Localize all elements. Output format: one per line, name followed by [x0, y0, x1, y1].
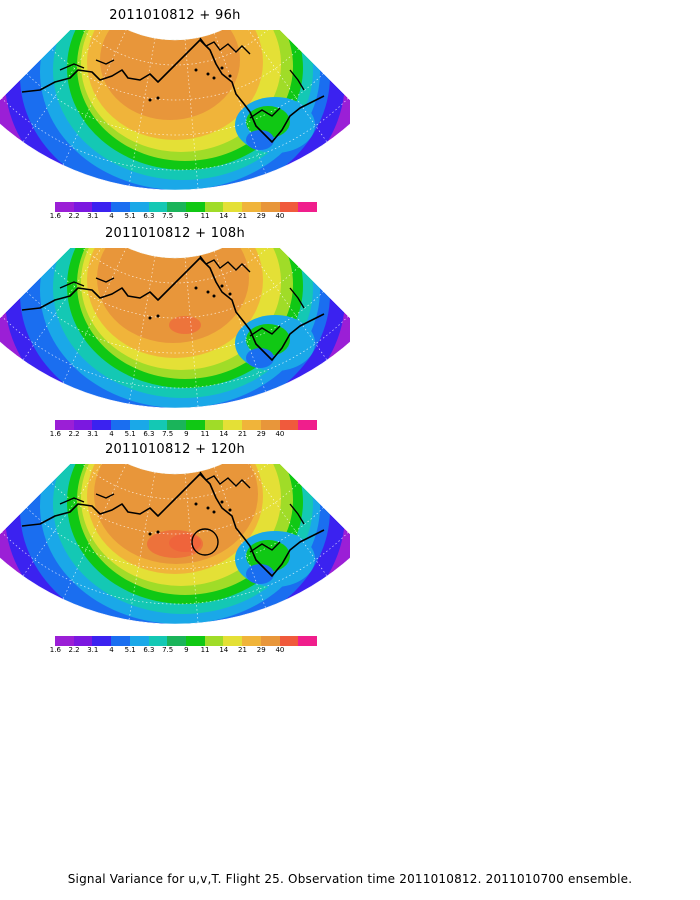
colorbar-tick-label: 9 [184, 646, 189, 654]
colorbar-swatch-4 [129, 420, 149, 430]
colorbar-swatch-7 [186, 202, 205, 212]
colorbar-swatch-13 [298, 420, 318, 430]
colorbar-swatch-0 [55, 420, 74, 430]
colorbar-tick-label: 3.1 [87, 646, 99, 654]
colorbar-swatch-3 [111, 202, 130, 212]
colorbar-tick-label: 14 [219, 212, 229, 220]
colorbar-tick-label: 29 [256, 430, 266, 438]
colorbar-tick-label: 40 [275, 646, 285, 654]
colorbar-tick-label: 1.6 [49, 430, 61, 438]
colorbar-labels: 1.6 2.2 3.1 4 5.1 6.3 7.5 9 11 14 21 29 40 [50, 212, 317, 222]
figure-caption: Signal Variance for u,v,T. Flight 25. Ob… [67, 872, 633, 886]
colorbar-tick-label: 9 [184, 212, 189, 220]
colorbar-swatch-4 [129, 202, 149, 212]
colorbar-tick-label: 1.6 [49, 212, 61, 220]
colorbar-tick-label: 4 [109, 212, 114, 220]
colorbar [55, 202, 318, 212]
colorbar-swatch-5 [148, 420, 168, 430]
colorbar-swatch-10 [242, 202, 261, 212]
variance-map [0, 30, 350, 191]
colorbar-swatch-3 [111, 420, 130, 430]
colorbar-tick-label: 6.3 [143, 430, 155, 438]
colorbar-swatch-11 [260, 420, 280, 430]
colorbar-tick-label: 5.1 [124, 430, 136, 438]
colorbar-tick-label: 6.3 [143, 646, 155, 654]
colorbar-tick-label: 14 [219, 430, 229, 438]
colorbar-tick-label: 14 [219, 646, 229, 654]
colorbar-tick-label: 5.1 [124, 212, 136, 220]
colorbar [55, 636, 318, 646]
colorbar [55, 420, 318, 430]
colorbar-tick-label: 40 [275, 212, 285, 220]
colorbar-swatch-2 [92, 420, 112, 430]
colorbar-tick-label: 2.2 [68, 430, 80, 438]
colorbar-swatch-11 [260, 636, 280, 646]
variance-map [0, 248, 350, 409]
colorbar-swatch-8 [204, 636, 224, 646]
colorbar-swatch-10 [242, 420, 261, 430]
colorbar-tick-label: 5.1 [124, 646, 136, 654]
colorbar-tick-label: 2.2 [68, 212, 80, 220]
colorbar-tick-label: 7.5 [162, 212, 174, 220]
colorbar-swatch-1 [73, 202, 93, 212]
colorbar-tick-label: 9 [184, 430, 189, 438]
colorbar-swatch-2 [92, 636, 112, 646]
panel-title: 2011010812 + 120h [104, 442, 246, 457]
colorbar-tick-label: 21 [238, 212, 247, 220]
colorbar-tick-label: 3.1 [87, 212, 99, 220]
colorbar-labels: 1.6 2.2 3.1 4 5.1 6.3 7.5 9 11 14 21 29 40 [50, 646, 317, 656]
colorbar-swatch-6 [167, 420, 187, 430]
colorbar-swatch-9 [223, 202, 243, 212]
colorbar-tick-label: 2.2 [68, 646, 80, 654]
colorbar-swatch-12 [279, 420, 299, 430]
colorbar-swatch-13 [298, 636, 318, 646]
colorbar-swatch-1 [73, 420, 93, 430]
colorbar-tick-label: 11 [200, 430, 210, 438]
panel-title: 2011010812 + 96h [109, 8, 241, 23]
colorbar-swatch-13 [298, 202, 318, 212]
colorbar-swatch-10 [242, 636, 261, 646]
colorbar-tick-label: 6.3 [143, 212, 155, 220]
colorbar-swatch-5 [148, 636, 168, 646]
map-panel-2: 2011010812 + 108h 1.6 2.2 3.1 4 5.1 6.3 7.5 9 11 1… [0, 218, 350, 438]
colorbar-swatch-0 [55, 636, 74, 646]
colorbar-swatch-12 [279, 636, 299, 646]
colorbar-swatch-1 [73, 636, 93, 646]
map-panel-3: 2011010812 + 120h 1.6 2.2 3.1 4 5.1 6.3 7.5 9 11 1… [0, 434, 350, 654]
colorbar-labels: 1.6 2.2 3.1 4 5.1 6.3 7.5 9 11 14 21 29 40 [50, 430, 317, 440]
colorbar-swatch-5 [148, 202, 168, 212]
colorbar-swatch-8 [204, 420, 224, 430]
colorbar-swatch-7 [186, 636, 205, 646]
colorbar-tick-label: 40 [275, 430, 285, 438]
colorbar-swatch-11 [260, 202, 280, 212]
colorbar-tick-label: 29 [256, 212, 266, 220]
colorbar-tick-label: 3.1 [87, 430, 99, 438]
colorbar-tick-label: 21 [238, 646, 247, 654]
colorbar-swatch-8 [204, 202, 224, 212]
colorbar-swatch-9 [223, 420, 243, 430]
colorbar-tick-label: 7.5 [162, 646, 174, 654]
variance-map [0, 464, 350, 625]
colorbar-tick-label: 7.5 [162, 430, 174, 438]
colorbar-swatch-7 [186, 420, 205, 430]
colorbar-tick-label: 4 [109, 430, 114, 438]
colorbar-swatch-9 [223, 636, 243, 646]
colorbar-swatch-12 [279, 202, 299, 212]
panel-title: 2011010812 + 108h [104, 226, 246, 241]
colorbar-tick-label: 29 [256, 646, 266, 654]
map-panel-1: 2011010812 + 96h 1.6 2.2 3.1 4 5.1 6.3 7.5 9 11 14… [0, 0, 350, 220]
colorbar-tick-label: 11 [200, 646, 210, 654]
colorbar-swatch-6 [167, 636, 187, 646]
colorbar-swatch-2 [92, 202, 112, 212]
colorbar-swatch-3 [111, 636, 130, 646]
colorbar-swatch-0 [55, 202, 74, 212]
colorbar-swatch-4 [129, 636, 149, 646]
colorbar-tick-label: 1.6 [49, 646, 61, 654]
colorbar-swatch-6 [167, 202, 187, 212]
colorbar-tick-label: 11 [200, 212, 210, 220]
colorbar-tick-label: 4 [109, 646, 114, 654]
colorbar-tick-label: 21 [238, 430, 247, 438]
